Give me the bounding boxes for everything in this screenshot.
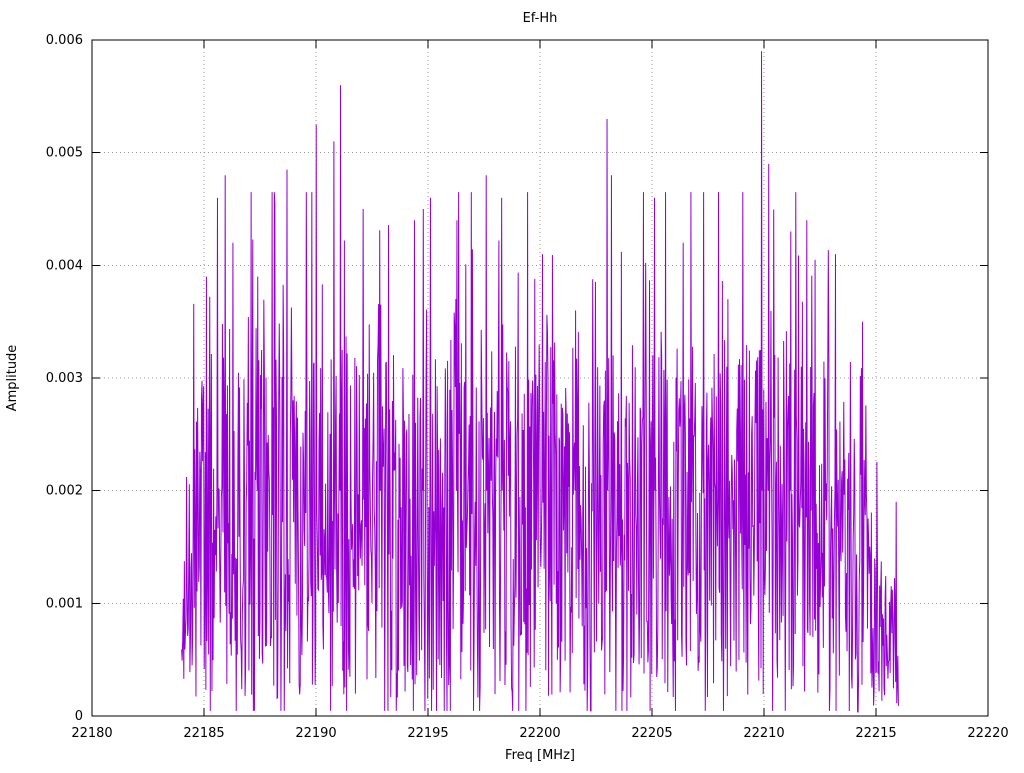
x-tick-label: 22220 <box>967 726 1008 741</box>
y-tick-label: 0 <box>75 709 83 724</box>
x-tick-label: 22195 <box>407 726 448 741</box>
y-tick-label: 0.003 <box>46 371 83 386</box>
tick-marks <box>91 39 989 717</box>
y-axis-label: Amplitude <box>5 345 20 412</box>
chart-title: Ef-Hh <box>523 11 558 26</box>
x-tick-label: 22210 <box>743 726 784 741</box>
x-tick-label: 22215 <box>855 726 896 741</box>
y-tick-label: 0.005 <box>46 146 83 161</box>
x-tick-label: 22180 <box>71 726 112 741</box>
x-axis-label: Freq [MHz] <box>505 748 575 763</box>
x-tick-label: 22185 <box>183 726 224 741</box>
y-tick-labels: 0 0.001 0.002 0.003 0.004 0.005 0.006 <box>46 33 83 724</box>
y-tick-label: 0.004 <box>46 258 83 273</box>
x-tick-label: 22190 <box>295 726 336 741</box>
x-tick-labels: 22180 22185 22190 22195 22200 22205 22210 22215… <box>71 726 1008 741</box>
y-tick-label: 0.001 <box>46 596 83 611</box>
x-tick-label: 22205 <box>631 726 672 741</box>
x-tick-label: 22200 <box>519 726 560 741</box>
y-tick-label: 0.006 <box>46 33 83 48</box>
series-line <box>181 51 899 713</box>
y-tick-label: 0.002 <box>46 484 83 499</box>
